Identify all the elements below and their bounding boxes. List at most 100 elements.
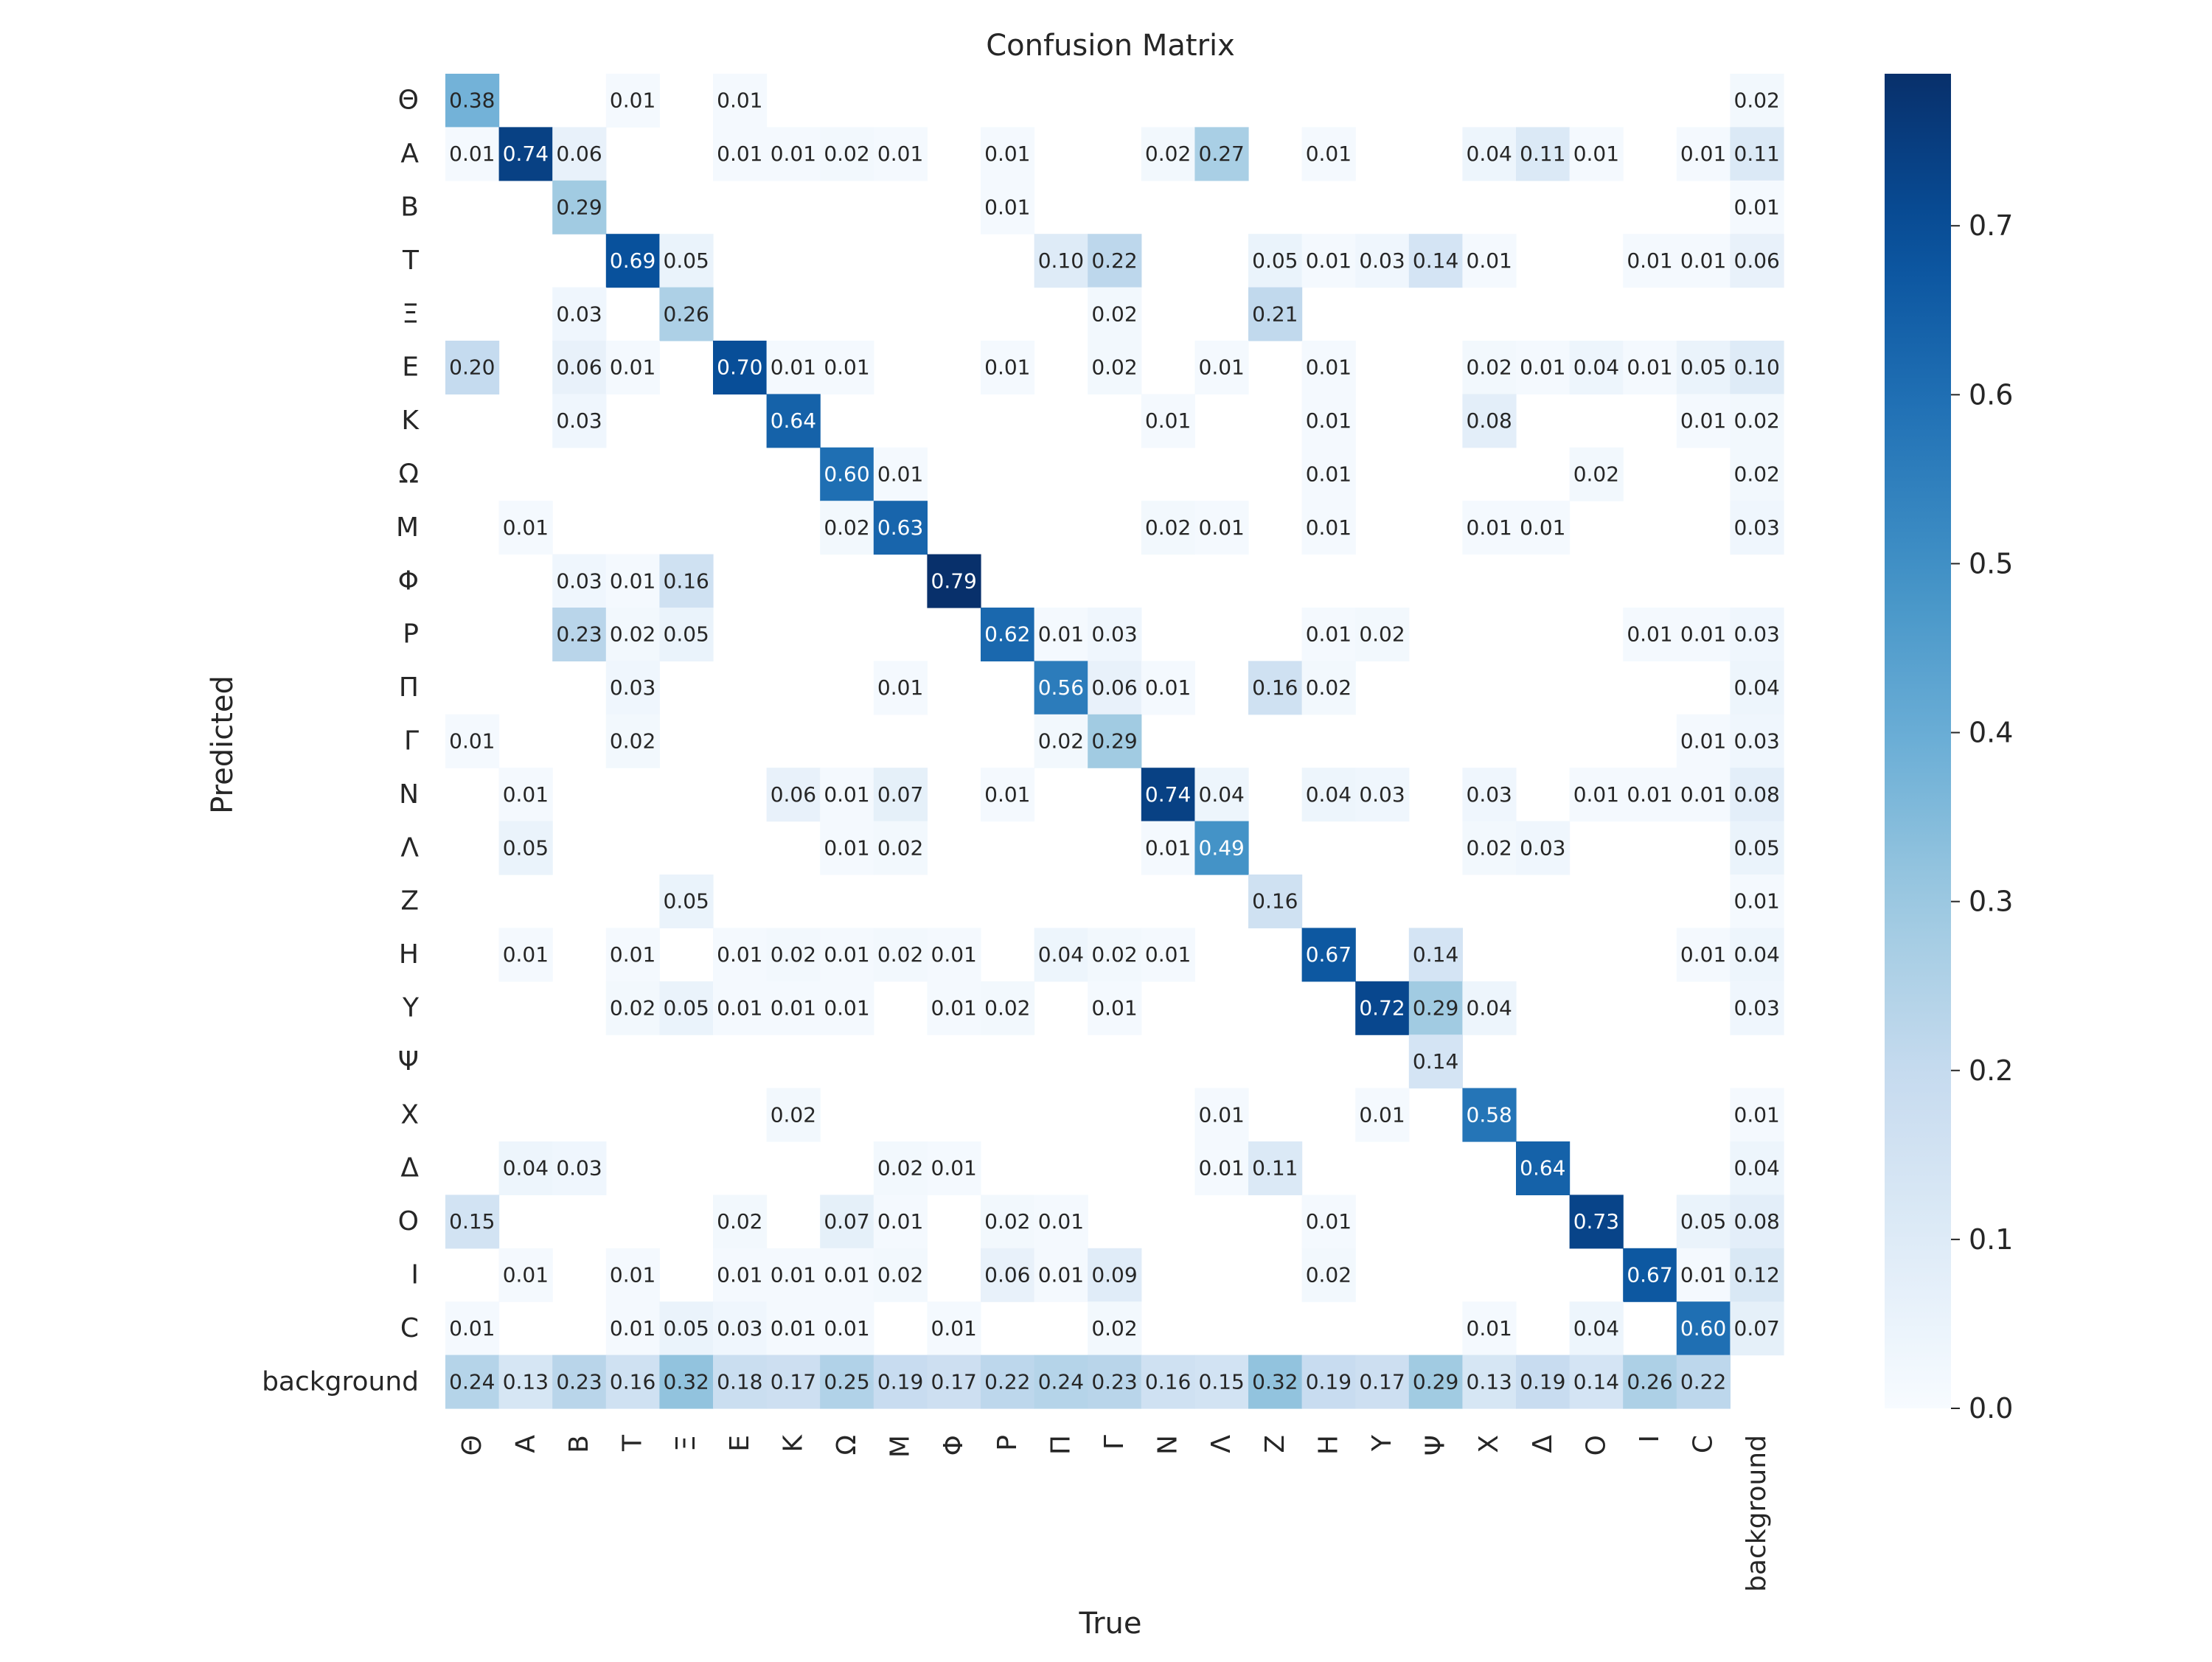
cell-value-label: 0.05 (664, 248, 709, 273)
cell-value-label: 0.01 (610, 1316, 655, 1341)
cell-value-label: 0.01 (824, 1263, 869, 1287)
cell-value-label: 0.01 (1734, 195, 1780, 220)
cell-value-label: 0.01 (1573, 782, 1619, 807)
heatmap-cell (1569, 1195, 1624, 1249)
cell-value-label: 0.03 (556, 569, 602, 593)
heatmap-cell (1355, 1088, 1410, 1142)
heatmap-cell (1676, 608, 1731, 661)
heatmap-cell (820, 341, 874, 394)
cell-value-label: 0.24 (1038, 1369, 1084, 1394)
cell-value-label: 0.29 (1413, 996, 1458, 1021)
heatmap-cell (1355, 234, 1410, 288)
heatmap-cell (1248, 1355, 1303, 1409)
heatmap-cell (605, 661, 660, 715)
heatmap-cell (1034, 928, 1088, 982)
heatmap-cell (1408, 1355, 1463, 1409)
cell-value-label: 0.16 (1145, 1369, 1191, 1394)
y-tick-label: C (400, 1313, 419, 1343)
heatmap-cell (1730, 180, 1784, 234)
heatmap-cell (605, 341, 660, 394)
cell-value-label: 0.15 (1199, 1369, 1245, 1394)
cell-value-label: 0.01 (824, 355, 869, 380)
cell-value-label: 0.06 (771, 782, 816, 807)
heatmap-cell (1088, 234, 1142, 288)
cell-value-label: 0.01 (771, 996, 816, 1021)
cell-value-label: 0.02 (877, 1263, 923, 1287)
heatmap-cell (1301, 608, 1356, 661)
cell-value-label: 0.19 (1306, 1369, 1352, 1394)
heatmap-cell (713, 928, 768, 982)
heatmap-cell (552, 608, 607, 661)
heatmap-cell (498, 928, 553, 982)
cell-value-label: 0.02 (1734, 88, 1780, 113)
heatmap-cell (1730, 501, 1784, 555)
heatmap-cell (1141, 1355, 1195, 1409)
heatmap-cell (1462, 234, 1517, 288)
heatmap-cell (1301, 1195, 1356, 1249)
cell-value-label: 0.01 (1520, 355, 1565, 380)
heatmap-cell (1408, 981, 1463, 1035)
cell-value-label: 0.02 (1573, 462, 1619, 487)
cell-value-label: 0.14 (1413, 1049, 1458, 1074)
cell-value-label: 0.02 (1091, 355, 1137, 380)
cell-value-label: 0.02 (717, 1209, 762, 1234)
heatmap-cell (1730, 1141, 1784, 1195)
heatmap-cell (552, 1355, 607, 1409)
heatmap-cell (1088, 714, 1142, 768)
heatmap-cell (820, 928, 874, 982)
heatmap-cell (1676, 1301, 1731, 1356)
cell-value-label: 0.18 (717, 1369, 762, 1394)
heatmap-cell (659, 981, 714, 1035)
y-tick-label: Ε (402, 352, 419, 383)
cell-value-label: 0.26 (664, 302, 709, 326)
cell-value-label: 0.15 (449, 1209, 495, 1234)
cell-value-label: 0.60 (1680, 1316, 1726, 1341)
heatmap-cell (1569, 768, 1624, 822)
heatmap-cell (1034, 1248, 1088, 1302)
cell-value-label: 0.69 (610, 248, 655, 273)
cell-value-label: 0.02 (610, 729, 655, 754)
cell-value-label: 0.01 (1680, 942, 1726, 967)
cell-value-label: 0.11 (1252, 1156, 1298, 1181)
y-tick-label: Φ (398, 566, 419, 596)
cell-value-label: 0.58 (1467, 1102, 1512, 1127)
cell-value-label: 0.22 (1680, 1369, 1726, 1394)
cell-value-label: 0.07 (824, 1209, 869, 1234)
heatmap-cell (1034, 234, 1088, 288)
cell-value-label: 0.01 (1627, 622, 1672, 647)
heatmap-cell (1088, 1355, 1142, 1409)
heatmap-cell (1676, 394, 1731, 448)
cell-value-label: 0.14 (1413, 248, 1458, 273)
heatmap-cell (605, 714, 660, 768)
cell-value-label: 0.73 (1573, 1209, 1619, 1234)
cell-value-label: 0.67 (1306, 942, 1352, 967)
cell-value-label: 0.01 (771, 355, 816, 380)
heatmap-cell (981, 608, 1035, 661)
cell-value-label: 0.23 (556, 1369, 602, 1394)
cell-value-label: 0.08 (1467, 408, 1512, 433)
x-tick-label: Ο (1581, 1435, 1611, 1456)
heatmap-cell (766, 1301, 821, 1356)
heatmap-cell (1623, 341, 1677, 394)
cell-value-label: 0.03 (556, 408, 602, 433)
cell-value-label: 0.29 (1091, 729, 1137, 754)
cell-value-label: 0.01 (1038, 622, 1084, 647)
heatmap-cell (1301, 928, 1356, 982)
cell-value-label: 0.01 (717, 942, 762, 967)
cell-value-label: 0.01 (1038, 1209, 1084, 1234)
cell-value-label: 0.32 (664, 1369, 709, 1394)
heatmap-cell (552, 180, 607, 234)
heatmap-cell (1034, 1355, 1088, 1409)
cell-value-label: 0.64 (771, 408, 816, 433)
cell-value-label: 0.03 (1520, 835, 1565, 860)
heatmap-cell (713, 127, 768, 181)
heatmap-cell (1194, 1088, 1249, 1142)
cell-value-label: 0.17 (1359, 1369, 1405, 1394)
cell-value-label: 0.29 (556, 195, 602, 220)
heatmap-cell (552, 287, 607, 341)
cell-value-label: 0.01 (1734, 1102, 1780, 1127)
cell-value-label: 0.02 (1467, 835, 1512, 860)
cell-value-label: 0.02 (877, 1156, 923, 1181)
cell-value-label: 0.05 (503, 835, 549, 860)
